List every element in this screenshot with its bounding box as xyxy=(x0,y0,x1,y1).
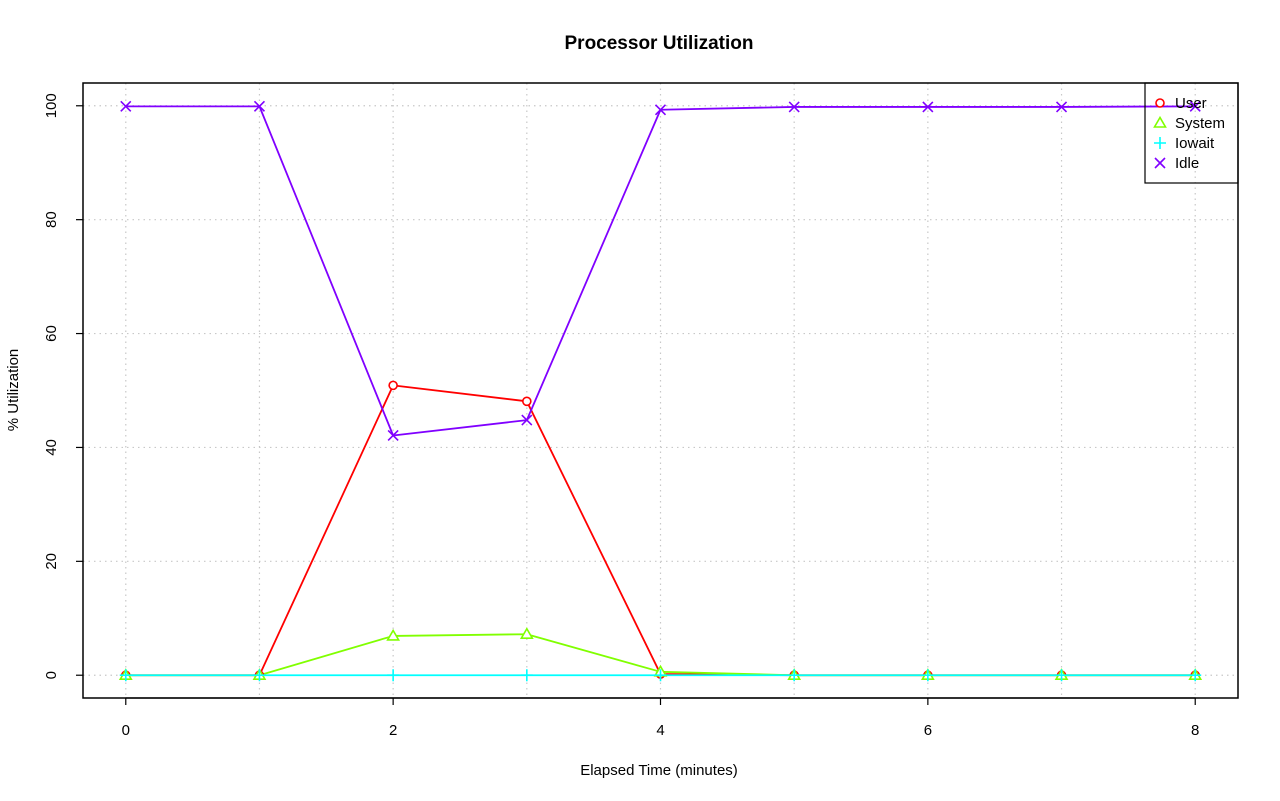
point-system xyxy=(386,628,401,641)
series-points xyxy=(118,100,1203,682)
y-axis: 0 20 40 60 80 100 xyxy=(43,93,83,679)
y-tick-label: 0 xyxy=(43,671,60,679)
x-axis: 0 2 4 6 8 xyxy=(122,697,1199,739)
grid xyxy=(83,83,1238,698)
legend-marker-system xyxy=(1153,115,1167,128)
legend-marker-user xyxy=(1155,98,1165,108)
legend: User System Iowait Idle xyxy=(1144,82,1239,184)
x-tick-label: 2 xyxy=(389,722,397,739)
point-system xyxy=(519,627,534,640)
x-tick-label: 6 xyxy=(924,722,932,739)
y-tick-label: 100 xyxy=(43,93,60,118)
legend-label-iowait: Iowait xyxy=(1175,135,1215,152)
point-idle xyxy=(922,101,934,113)
y-tick-label: 20 xyxy=(43,553,60,570)
point-idle xyxy=(253,100,266,112)
point-iowait xyxy=(253,669,266,682)
x-tick-label: 0 xyxy=(122,722,130,739)
y-tick-label: 40 xyxy=(43,439,60,456)
legend-marker-idle xyxy=(1154,157,1166,169)
chart-title: Processor Utilization xyxy=(565,33,754,54)
y-tick-label: 80 xyxy=(43,211,60,228)
x-tick-label: 8 xyxy=(1191,722,1199,739)
point-idle xyxy=(788,101,800,113)
x-axis-label: Elapsed Time (minutes) xyxy=(580,762,738,779)
point-iowait xyxy=(520,669,533,682)
point-idle xyxy=(1055,101,1068,113)
point-idle xyxy=(120,100,132,112)
point-idle xyxy=(654,104,667,116)
y-axis-label: % Utilization xyxy=(5,349,22,432)
x-tick-label: 4 xyxy=(656,722,664,739)
point-user xyxy=(388,380,398,391)
point-iowait xyxy=(788,669,801,682)
point-user xyxy=(522,396,532,407)
legend-label-system: System xyxy=(1175,115,1225,132)
legend-marker-iowait xyxy=(1154,137,1166,149)
point-iowait xyxy=(387,669,400,682)
y-tick-label: 60 xyxy=(43,325,60,342)
legend-box xyxy=(1144,82,1239,184)
point-iowait xyxy=(921,669,934,682)
point-iowait xyxy=(1055,669,1068,682)
point-idle xyxy=(521,414,533,426)
point-idle xyxy=(1189,100,1201,112)
point-iowait xyxy=(1189,669,1202,682)
point-idle xyxy=(387,429,399,442)
point-iowait xyxy=(119,669,132,682)
series-line-user xyxy=(125,384,1196,677)
legend-label-idle: Idle xyxy=(1175,155,1199,172)
point-iowait xyxy=(654,669,667,682)
legend-label-user: User xyxy=(1175,95,1207,112)
